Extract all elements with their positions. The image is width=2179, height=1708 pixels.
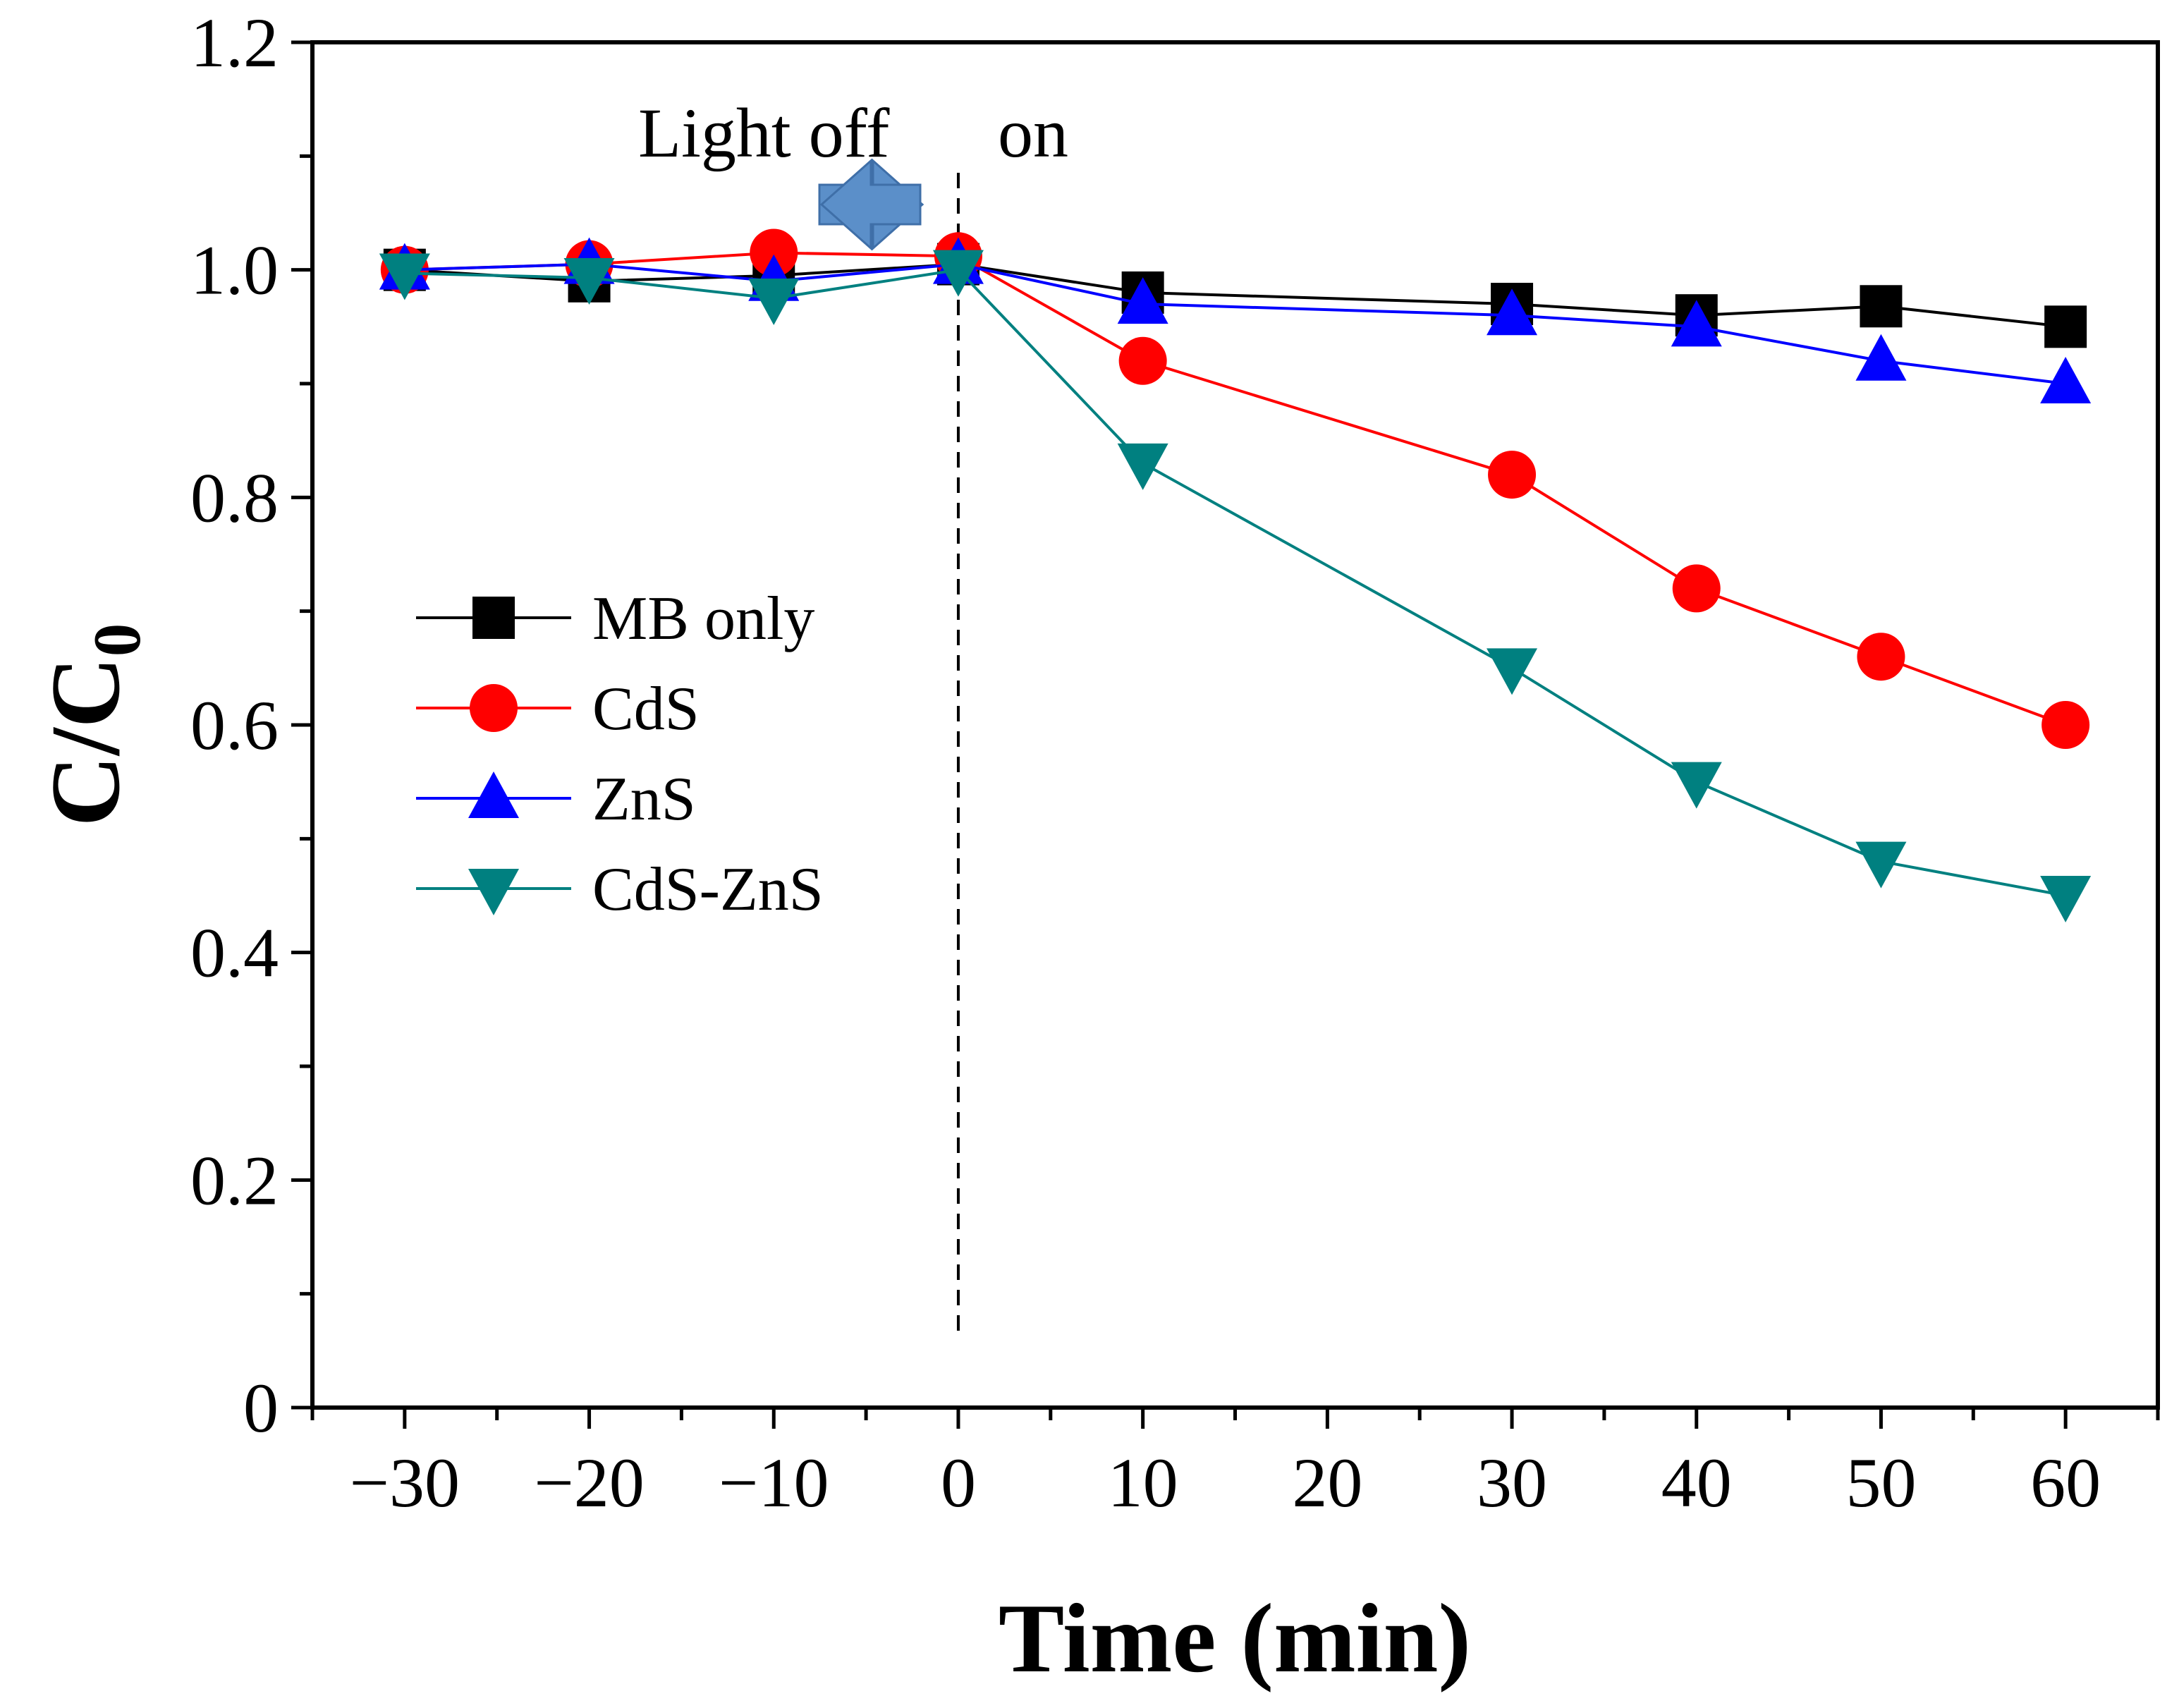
x-tick-label: 40 — [1661, 1444, 1732, 1522]
y-tick-label: 0.4 — [190, 914, 279, 992]
legend-marker — [470, 684, 518, 732]
legend-item-mb-only: MB only — [416, 585, 814, 653]
axis-ticks — [291, 40, 2160, 1429]
data-point-zns — [1671, 300, 1722, 347]
legend-label: CdS-ZnS — [592, 855, 824, 924]
data-point-zns — [2040, 357, 2092, 403]
x-tick-label: 0 — [941, 1444, 976, 1522]
x-tick-label: 50 — [1845, 1444, 1916, 1522]
data-point-cds-zns — [1117, 443, 1168, 490]
series-cds-zns — [379, 250, 2092, 922]
data-point-cds — [1857, 633, 1905, 681]
legend-label: MB only — [592, 585, 814, 653]
x-tick-label: 20 — [1292, 1444, 1362, 1522]
y-tick-label: 0 — [243, 1369, 279, 1447]
y-tick-label: 0.6 — [190, 686, 279, 764]
legend-marker — [468, 869, 519, 915]
y-tick-label: 1.0 — [190, 231, 279, 310]
light-on-label: on — [998, 94, 1068, 172]
data-point-cds-zns — [379, 253, 430, 300]
y-tick-label: 0.2 — [190, 1141, 279, 1219]
legend-item-zns: ZnS — [416, 765, 696, 834]
y-tick-label: 0.8 — [190, 458, 279, 537]
x-tick-label: −10 — [719, 1444, 829, 1522]
light-off-label: Light off — [638, 94, 890, 172]
data-point-cds-zns — [932, 250, 984, 297]
x-tick-label: 10 — [1108, 1444, 1178, 1522]
x-tick-label: −30 — [350, 1444, 460, 1522]
series-layer — [379, 228, 2092, 922]
legend-item-cds: CdS — [416, 675, 700, 743]
data-point-cds — [1672, 564, 1721, 613]
x-tick-label: −20 — [534, 1444, 644, 1522]
x-tick-label: 60 — [2030, 1444, 2101, 1522]
data-point-mb-only — [1860, 285, 1903, 328]
x-tick-label: 30 — [1477, 1444, 1547, 1522]
data-point-zns — [1117, 277, 1168, 324]
data-point-cds-zns — [2040, 876, 2092, 922]
legend-marker — [468, 771, 519, 818]
series-line-mb-only — [404, 262, 2066, 329]
data-point-cds-zns — [563, 257, 615, 305]
y-axis-title: C/C0 — [31, 623, 154, 827]
arrow-right-icon — [819, 158, 922, 251]
data-point-zns — [1487, 288, 1538, 336]
data-point-cds — [2041, 701, 2090, 749]
data-point-zns — [1855, 334, 1907, 381]
x-tick-labels: −30 −20 −10 0 10 20 30 40 50 60 — [350, 1444, 2101, 1522]
data-point-mb-only — [2044, 305, 2087, 348]
data-point-cds — [1488, 451, 1537, 499]
data-point-cds-zns — [1487, 648, 1538, 695]
data-point-cds-zns — [1671, 762, 1722, 809]
series-line-cds — [404, 251, 2066, 726]
data-point-cds — [1118, 336, 1167, 385]
legend-marker — [472, 597, 515, 639]
x-axis-title: Time (min) — [999, 1584, 1471, 1693]
data-point-cds-zns — [1855, 841, 1907, 889]
legend-label: ZnS — [592, 765, 696, 834]
series-line-zns — [404, 262, 2066, 385]
y-axis-title-main: C/C — [31, 657, 140, 826]
y-tick-labels: 0 0.2 0.4 0.6 0.8 1.0 1.2 — [190, 4, 279, 1447]
data-point-cds-zns — [748, 279, 800, 325]
data-point-cds — [750, 228, 798, 277]
y-tick-label: 1.2 — [190, 4, 279, 82]
legend: MB only CdS ZnS CdS-ZnS — [416, 585, 824, 924]
y-axis-title-sub: 0 — [80, 623, 154, 657]
legend-label: CdS — [592, 675, 700, 743]
legend-item-cds-zns: CdS-ZnS — [416, 855, 824, 924]
series-mb-only — [383, 243, 2087, 348]
